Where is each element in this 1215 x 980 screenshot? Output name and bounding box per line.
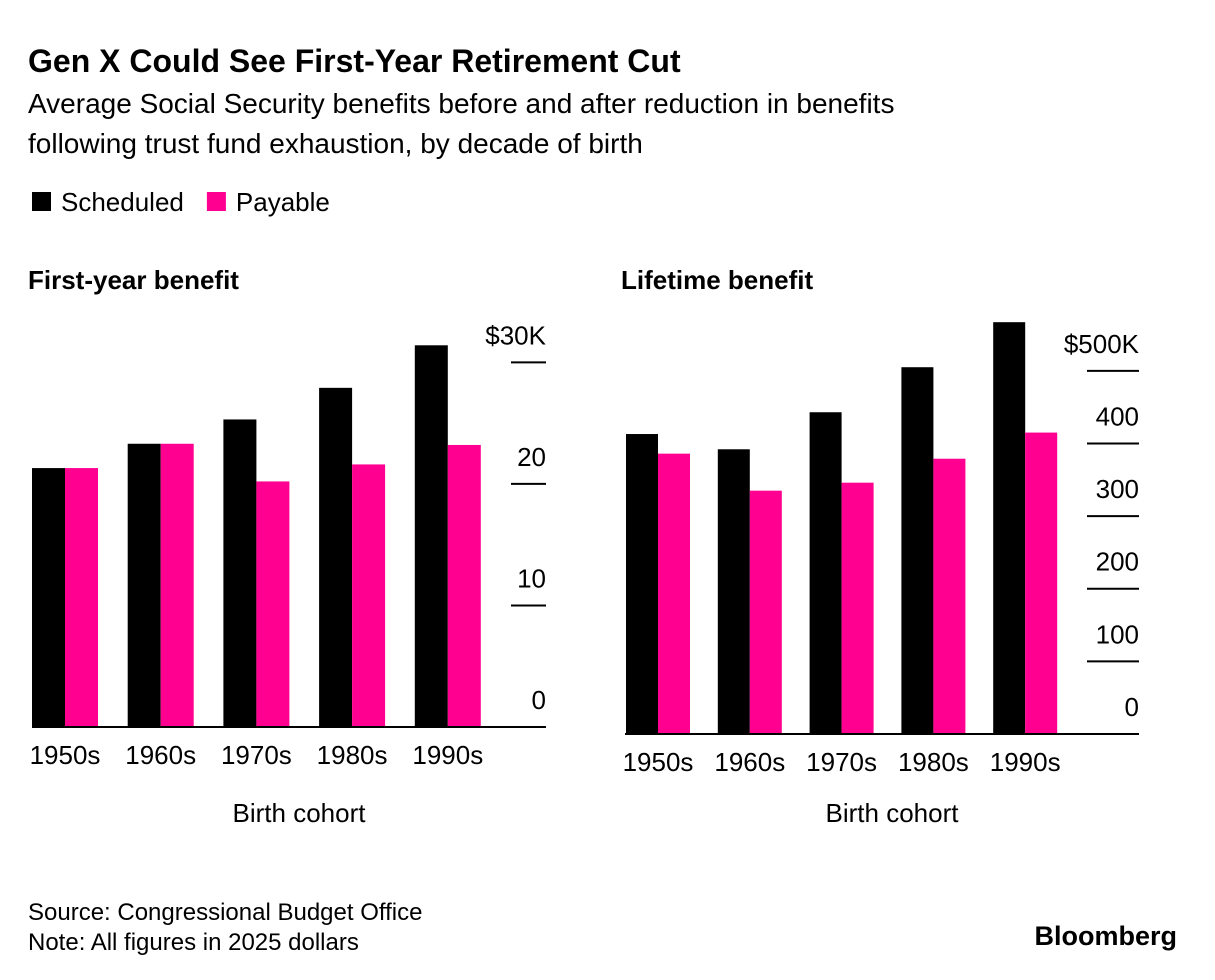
bar (1025, 432, 1058, 734)
bar (901, 367, 934, 734)
brand: Bloomberg (1034, 921, 1177, 951)
bar (749, 490, 782, 734)
x-tick-label: 1950s (30, 740, 101, 770)
x-tick-label: 1980s (317, 740, 388, 770)
bar (256, 481, 290, 727)
subtitle: Average Social Security benefits before … (28, 88, 894, 119)
bar (127, 443, 161, 727)
y-tick-label: 20 (517, 442, 546, 472)
subtitle: following trust fund exhaustion, by deca… (28, 128, 643, 159)
source: Source: Congressional Budget Office (28, 899, 422, 926)
bar (993, 322, 1026, 734)
note: Note: All figures in 2025 dollars (28, 929, 359, 956)
chart-title: First-year benefit (28, 265, 239, 295)
x-tick-label: 1960s (125, 740, 196, 770)
legend-label: Scheduled (61, 187, 184, 217)
bar (160, 443, 194, 727)
chart-title: Lifetime benefit (621, 265, 813, 295)
y-tick-label: 10 (517, 563, 546, 593)
bar (809, 412, 842, 734)
bar (447, 444, 481, 727)
y-tick-label: 100 (1096, 619, 1139, 649)
y-tick-label: $500K (1064, 329, 1140, 359)
x-axis-title: Birth cohort (826, 798, 960, 828)
x-tick-label: 1960s (714, 747, 785, 777)
bar (933, 458, 966, 734)
legend-swatch (206, 192, 226, 211)
y-tick-label: $30K (485, 320, 546, 350)
bar (626, 434, 658, 734)
y-tick-label: 0 (532, 685, 546, 715)
title: Gen X Could See First-Year Retirement Cu… (28, 43, 681, 79)
bar (352, 464, 386, 727)
bar (319, 387, 353, 727)
bar (65, 468, 98, 727)
bar (32, 468, 65, 727)
bar (223, 419, 257, 727)
bar (841, 482, 874, 734)
x-tick-label: 1990s (990, 747, 1061, 777)
y-tick-label: 400 (1096, 401, 1139, 431)
x-tick-label: 1970s (806, 747, 877, 777)
y-tick-label: 200 (1096, 547, 1139, 577)
x-axis-title: Birth cohort (233, 798, 367, 828)
bar (717, 449, 750, 734)
legend-swatch (32, 192, 51, 211)
y-tick-label: 300 (1096, 474, 1139, 504)
bar (658, 453, 690, 734)
legend-label: Payable (236, 187, 330, 217)
bar (414, 345, 448, 727)
y-tick-label: 0 (1125, 692, 1139, 722)
x-tick-label: 1950s (623, 747, 694, 777)
x-tick-label: 1980s (898, 747, 969, 777)
x-tick-label: 1990s (412, 740, 483, 770)
x-tick-label: 1970s (221, 740, 292, 770)
